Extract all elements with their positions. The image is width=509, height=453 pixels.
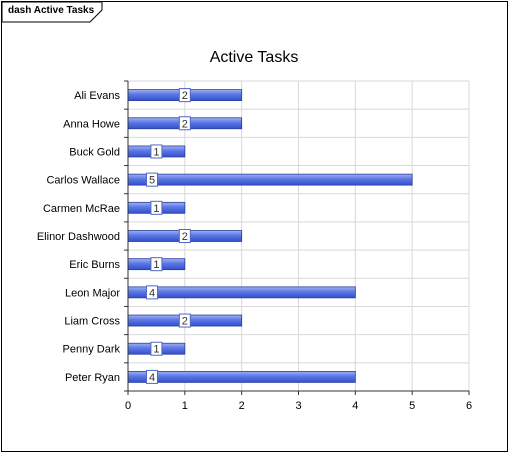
x-tick-label: 4 — [352, 400, 358, 412]
data-label: 5 — [149, 175, 155, 187]
x-tick-label: 0 — [125, 400, 131, 412]
category-label: Buck Gold — [69, 146, 120, 158]
x-tick-label: 2 — [239, 400, 245, 412]
x-tick-labels: 0 1 2 3 4 5 6 — [125, 400, 472, 412]
x-tick-label: 1 — [182, 400, 188, 412]
category-label: Carmen McRae — [43, 203, 120, 215]
x-tick-label: 6 — [466, 400, 472, 412]
frame-tab — [2, 2, 103, 23]
data-label-box — [146, 285, 158, 300]
category-label: Elinor Dashwood — [37, 231, 120, 243]
category-label: Penny Dark — [63, 344, 121, 356]
data-label-box — [150, 200, 163, 215]
data-label: 4 — [149, 372, 155, 384]
category-label: Anna Howe — [63, 118, 120, 130]
data-label: 2 — [182, 316, 188, 328]
data-label-box — [178, 88, 191, 103]
axes — [124, 80, 470, 395]
grid-lines — [127, 80, 470, 392]
data-label: 2 — [182, 118, 188, 130]
frame-tab-label: dash Active Tasks — [8, 5, 95, 16]
data-label-box — [146, 369, 158, 384]
category-label: Carlos Wallace — [46, 175, 120, 187]
category-label: Eric Burns — [69, 259, 120, 271]
data-label-box — [178, 229, 191, 243]
x-tick-label: 3 — [295, 400, 301, 412]
data-label: 1 — [153, 203, 159, 215]
data-label-box — [178, 313, 191, 328]
category-label: Peter Ryan — [65, 372, 120, 384]
data-label: 2 — [182, 90, 188, 102]
bar — [127, 286, 356, 299]
category-label: Leon Major — [65, 287, 120, 299]
data-label: 2 — [182, 231, 188, 243]
data-label-box — [150, 341, 163, 356]
data-label-box — [146, 172, 158, 187]
bar — [127, 371, 356, 383]
data-label: 1 — [153, 146, 159, 158]
category-label: Liam Cross — [64, 316, 120, 328]
data-label-box — [150, 144, 163, 159]
chart-title: Active Tasks — [210, 49, 299, 66]
category-label: Ali Evans — [74, 90, 120, 102]
bar — [127, 173, 413, 186]
data-label-box — [150, 257, 163, 272]
bars: 2 2 1 5 1 2 1 4 2 1 4 — [127, 88, 413, 384]
x-tick-label: 5 — [409, 400, 415, 412]
data-label-box — [178, 116, 191, 131]
data-label: 4 — [149, 287, 155, 299]
data-label: 1 — [153, 344, 159, 356]
category-labels: Ali Evans Anna Howe Buck Gold Carlos Wallac… — [37, 90, 121, 384]
data-label: 1 — [153, 259, 159, 271]
